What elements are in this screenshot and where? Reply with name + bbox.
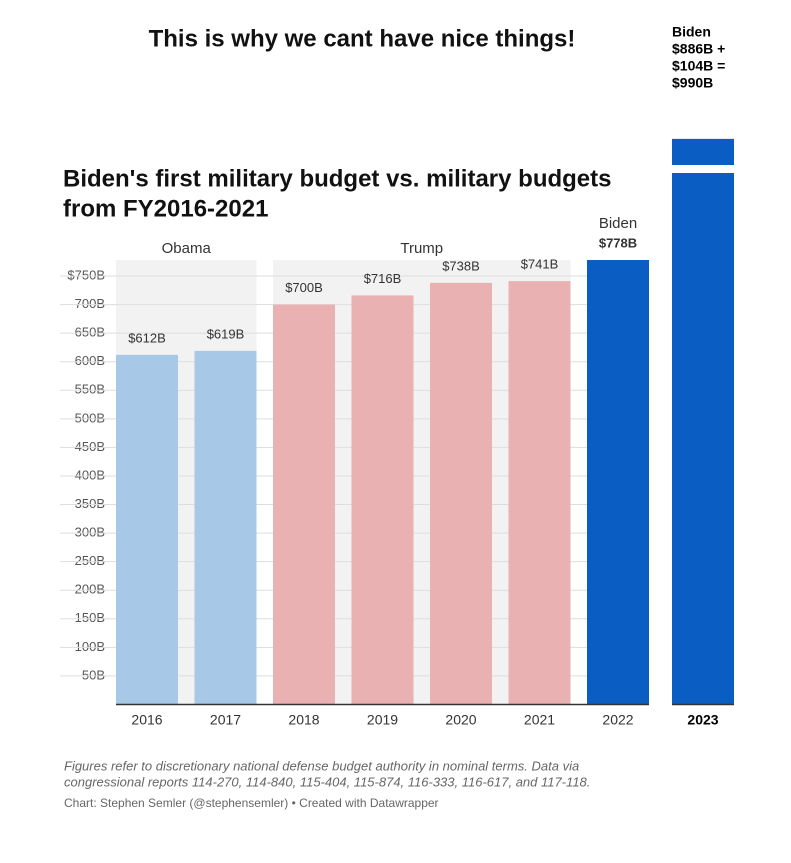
y-tick-label: 350B: [75, 496, 105, 511]
group-label: Biden: [599, 215, 637, 232]
annotation: $104B =: [672, 58, 725, 74]
y-tick-label: 50B: [82, 667, 105, 682]
bar: [351, 295, 414, 705]
y-tick-label: 100B: [75, 639, 105, 654]
annotation: $886B +: [672, 41, 725, 57]
y-tick-label: 150B: [75, 610, 105, 625]
value-label: $738B: [442, 258, 480, 273]
y-tick-label: 400B: [75, 467, 105, 482]
bar: [587, 260, 649, 705]
value-label: $716B: [364, 271, 402, 286]
x-tick-label: 2022: [602, 712, 633, 728]
y-tick-label: 450B: [75, 439, 105, 454]
group-label: Obama: [162, 240, 212, 257]
y-tick-label: 550B: [75, 382, 105, 397]
group-label: Trump: [400, 240, 443, 257]
y-tick-label: 600B: [75, 353, 105, 368]
bar: [672, 138, 734, 705]
value-label: $619B: [207, 326, 245, 341]
x-tick-label: 2020: [445, 712, 476, 728]
y-tick-label: $750B: [67, 267, 105, 282]
x-tick-label: 2018: [288, 712, 319, 728]
x-tick-label: 2021: [524, 712, 555, 728]
y-tick-label: 700B: [75, 296, 105, 311]
bar: [273, 304, 335, 705]
bar: [194, 350, 257, 705]
x-tick-label: 2016: [131, 712, 162, 728]
chart-title: Biden's first military budget vs. milita…: [63, 165, 611, 192]
note: Figures refer to discretionary national …: [64, 758, 579, 773]
bar: [430, 282, 492, 705]
x-tick-label: 2017: [210, 712, 241, 728]
annotation: $990B: [672, 75, 713, 91]
y-tick-label: 300B: [75, 525, 105, 540]
headline: This is why we cant have nice things!: [149, 25, 576, 52]
value-label: $741B: [521, 257, 559, 272]
value-label: $700B: [285, 280, 323, 295]
bar-break: [670, 165, 736, 173]
x-tick-label: 2023: [687, 712, 718, 728]
y-tick-label: 650B: [75, 325, 105, 340]
y-tick-label: 250B: [75, 553, 105, 568]
value-label: $778B: [599, 235, 637, 250]
bar: [508, 281, 571, 705]
bar: [116, 354, 178, 705]
note: congressional reports 114-270, 114-840, …: [64, 774, 590, 789]
y-tick-label: 200B: [75, 582, 105, 597]
y-tick-label: 500B: [75, 410, 105, 425]
chart-title: from FY2016-2021: [63, 195, 268, 222]
value-label: $612B: [128, 330, 166, 345]
x-tick-label: 2019: [367, 712, 398, 728]
annotation: Biden: [672, 24, 711, 40]
source: Chart: Stephen Semler (@stephensemler) •…: [64, 796, 439, 810]
